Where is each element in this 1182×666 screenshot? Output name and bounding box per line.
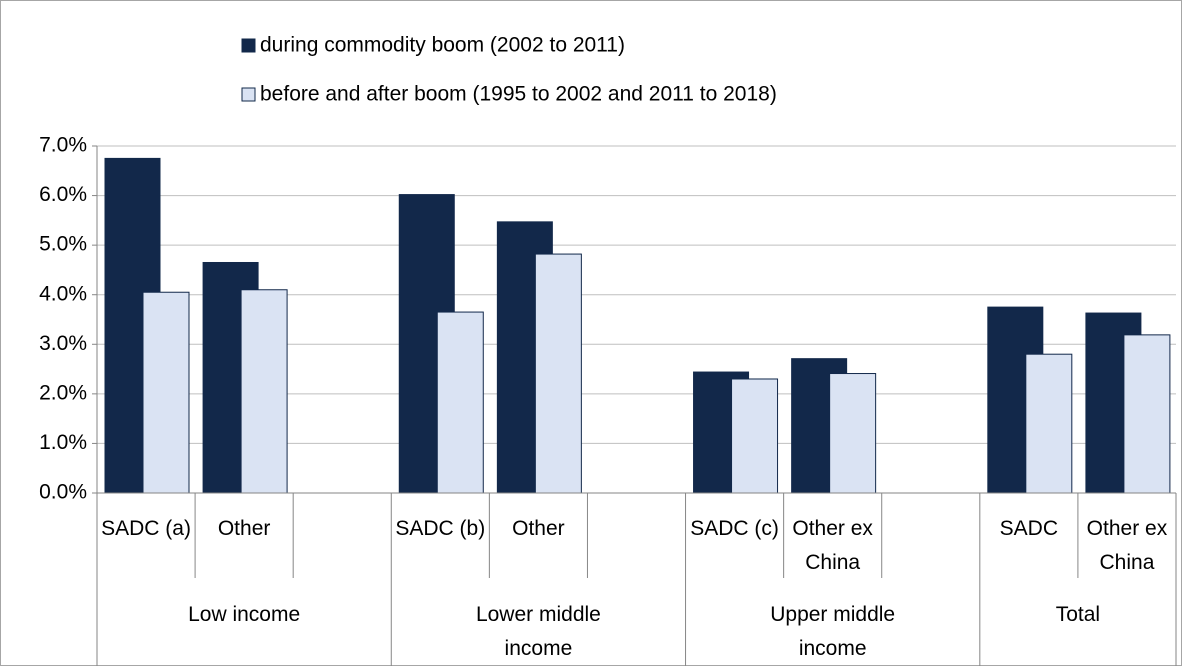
- bar: [731, 378, 779, 494]
- x-tick-label: Other ex China: [1086, 517, 1168, 574]
- legend-swatch: [241, 38, 256, 53]
- x-tick-label: SADC (b): [395, 517, 486, 540]
- y-tick-label: 6.0%: [39, 183, 87, 206]
- group-label: Lower middle income: [475, 603, 601, 660]
- group-label: Total: [1055, 603, 1101, 626]
- x-tick-label: SADC: [999, 517, 1059, 540]
- y-tick-label: 2.0%: [39, 381, 87, 404]
- x-tick-label: Other: [512, 517, 565, 540]
- group-label: Upper middle income: [770, 603, 896, 660]
- bar: [1025, 353, 1073, 494]
- bar: [436, 311, 484, 494]
- y-tick-label: 0.0%: [39, 481, 87, 504]
- bar: [534, 253, 582, 494]
- bar: [1123, 334, 1171, 494]
- legend-swatch: [241, 87, 256, 102]
- legend-label: before and after boom (1995 to 2002 and …: [260, 83, 777, 106]
- bar: [240, 289, 288, 494]
- y-tick-label: 4.0%: [39, 282, 87, 305]
- y-tick-label: 3.0%: [39, 332, 87, 355]
- y-tick-label: 5.0%: [39, 233, 87, 256]
- y-tick-label: 7.0%: [39, 134, 87, 157]
- x-tick-label: Other: [217, 517, 271, 540]
- legend-label: during commodity boom (2002 to 2011): [260, 34, 625, 57]
- bar: [142, 291, 190, 494]
- x-tick-label: SADC (a): [101, 517, 191, 540]
- bar: [829, 373, 877, 494]
- y-tick-label: 1.0%: [39, 431, 87, 454]
- x-tick-label: SADC (c): [690, 517, 779, 540]
- group-label: Low income: [188, 603, 301, 626]
- x-tick-label: Other ex China: [792, 517, 873, 574]
